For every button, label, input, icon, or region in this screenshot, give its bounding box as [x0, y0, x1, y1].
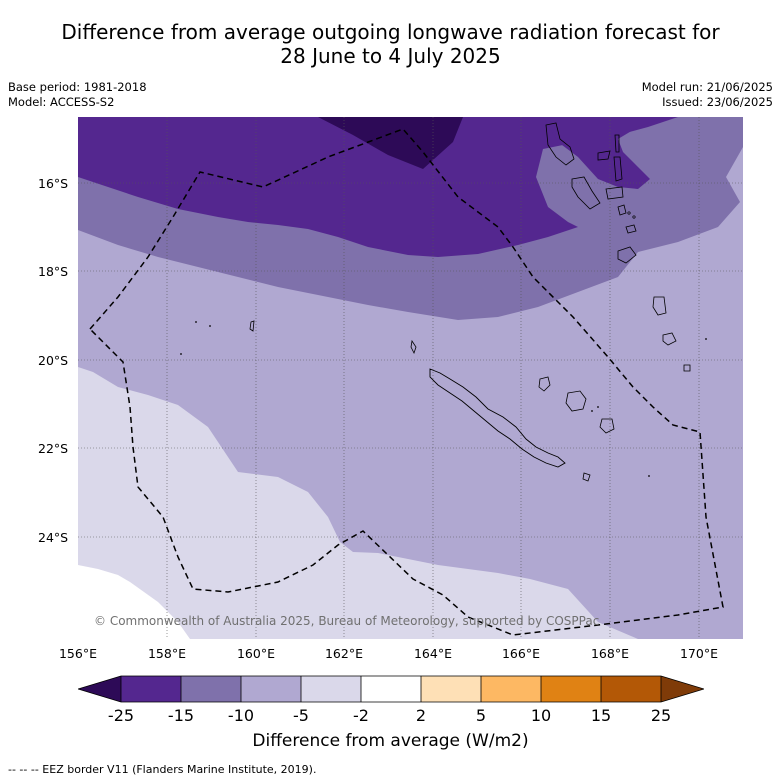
colorbar-segment — [601, 676, 661, 702]
graticule — [78, 117, 743, 639]
colorbar-segment — [121, 676, 181, 702]
islet — [209, 325, 211, 327]
title-line-1: Difference from average outgoing longwav… — [61, 20, 720, 44]
model-name: Model: ACCESS-S2 — [8, 95, 115, 109]
title-line-2: 28 June to 4 July 2025 — [280, 44, 501, 68]
hunter-island — [683, 364, 691, 372]
lon-label-162e: 162°E — [324, 646, 363, 661]
chart-title: Difference from average outgoing longwav… — [0, 20, 781, 68]
lat-label-24s: 24°S — [38, 530, 69, 545]
colorbar-tick: -10 — [227, 706, 255, 725]
colorbar — [76, 674, 706, 708]
eez-border — [88, 128, 724, 636]
aneityum-island — [662, 332, 677, 346]
lat-label-22s: 22°S — [38, 441, 69, 456]
colorbar-label: Difference from average (W/m2) — [252, 731, 529, 751]
colorbar-segment — [421, 676, 481, 702]
tanna-island — [652, 296, 667, 316]
isle-of-pines — [582, 472, 591, 482]
meta-right: Model run: 21/06/2025 Issued: 23/06/2025 — [642, 80, 773, 110]
ambae-island — [597, 150, 611, 161]
colorbar-tick: -5 — [293, 706, 309, 725]
belep-islands — [410, 339, 417, 355]
maewo-island — [614, 134, 620, 153]
islet — [180, 353, 182, 355]
colorbar-tick: 5 — [475, 706, 487, 725]
meta-left: Base period: 1981-2018 Model: ACCESS-S2 — [8, 80, 147, 110]
lon-label-168e: 168°E — [590, 646, 629, 661]
colorbar-tick: 10 — [530, 706, 552, 725]
mare-island — [599, 418, 615, 434]
colorbar-tick: -2 — [353, 706, 369, 725]
erromango-island — [617, 246, 637, 264]
islet — [705, 338, 707, 340]
colorbar-svg — [76, 675, 706, 703]
issued-date: Issued: 23/06/2025 — [662, 95, 773, 109]
colorbar-tick: 2 — [415, 706, 427, 725]
lon-label-170e: 170°E — [679, 646, 718, 661]
lat-label-16s: 16°S — [38, 176, 69, 191]
new-caledonia-island — [429, 368, 566, 468]
ouvea-island — [538, 376, 551, 392]
espiritu-santo — [545, 122, 575, 166]
colorbar-segment — [301, 676, 361, 702]
lon-label-166e: 166°E — [501, 646, 540, 661]
islet — [195, 321, 197, 323]
copyright-notice: © Commonwealth of Australia 2025, Bureau… — [94, 614, 600, 628]
efate-island — [625, 224, 637, 234]
ambrym-island — [605, 186, 624, 200]
islet — [597, 406, 599, 408]
lifou-island — [565, 390, 587, 412]
epi-island — [617, 204, 627, 216]
band-minus25-minus15 — [78, 117, 743, 257]
model-run: Model run: 21/06/2025 — [641, 80, 773, 94]
lon-label-160e: 160°E — [236, 646, 275, 661]
lon-label-158e: 158°E — [147, 646, 186, 661]
colorbar-segment — [541, 676, 601, 702]
colorbar-segment — [481, 676, 541, 702]
colorbar-tick: -25 — [107, 706, 135, 725]
lon-label-156e: 156°E — [58, 646, 97, 661]
colorbar-tick: 15 — [590, 706, 612, 725]
colorbar-segment — [661, 676, 704, 702]
islet — [648, 475, 650, 477]
colorbar-segment — [78, 676, 121, 702]
lon-label-164e: 164°E — [413, 646, 452, 661]
pentecost-island — [613, 156, 623, 182]
olr-anomaly-map — [78, 117, 743, 639]
colorbar-dividers — [120, 676, 662, 702]
colorbar-tick: -15 — [167, 706, 195, 725]
map-panel — [78, 117, 743, 639]
islet — [632, 215, 636, 219]
malekula-island — [571, 176, 601, 210]
lat-label-18s: 18°S — [38, 264, 69, 279]
lat-label-20s: 20°S — [38, 353, 69, 368]
band-minus25-minus15-east — [543, 117, 663, 189]
islet — [591, 410, 593, 412]
colorbar-segment — [361, 676, 421, 702]
band-neutral — [78, 565, 190, 639]
base-period: Base period: 1981-2018 — [8, 80, 147, 94]
chesterfield-islets — [249, 320, 255, 332]
eez-footnote: -- -- -- EEZ border V11 (Flanders Marine… — [8, 763, 317, 776]
colorbar-segment — [181, 676, 241, 702]
colorbar-segment — [241, 676, 301, 702]
colorbar-tick: 25 — [650, 706, 672, 725]
islet — [627, 211, 631, 215]
